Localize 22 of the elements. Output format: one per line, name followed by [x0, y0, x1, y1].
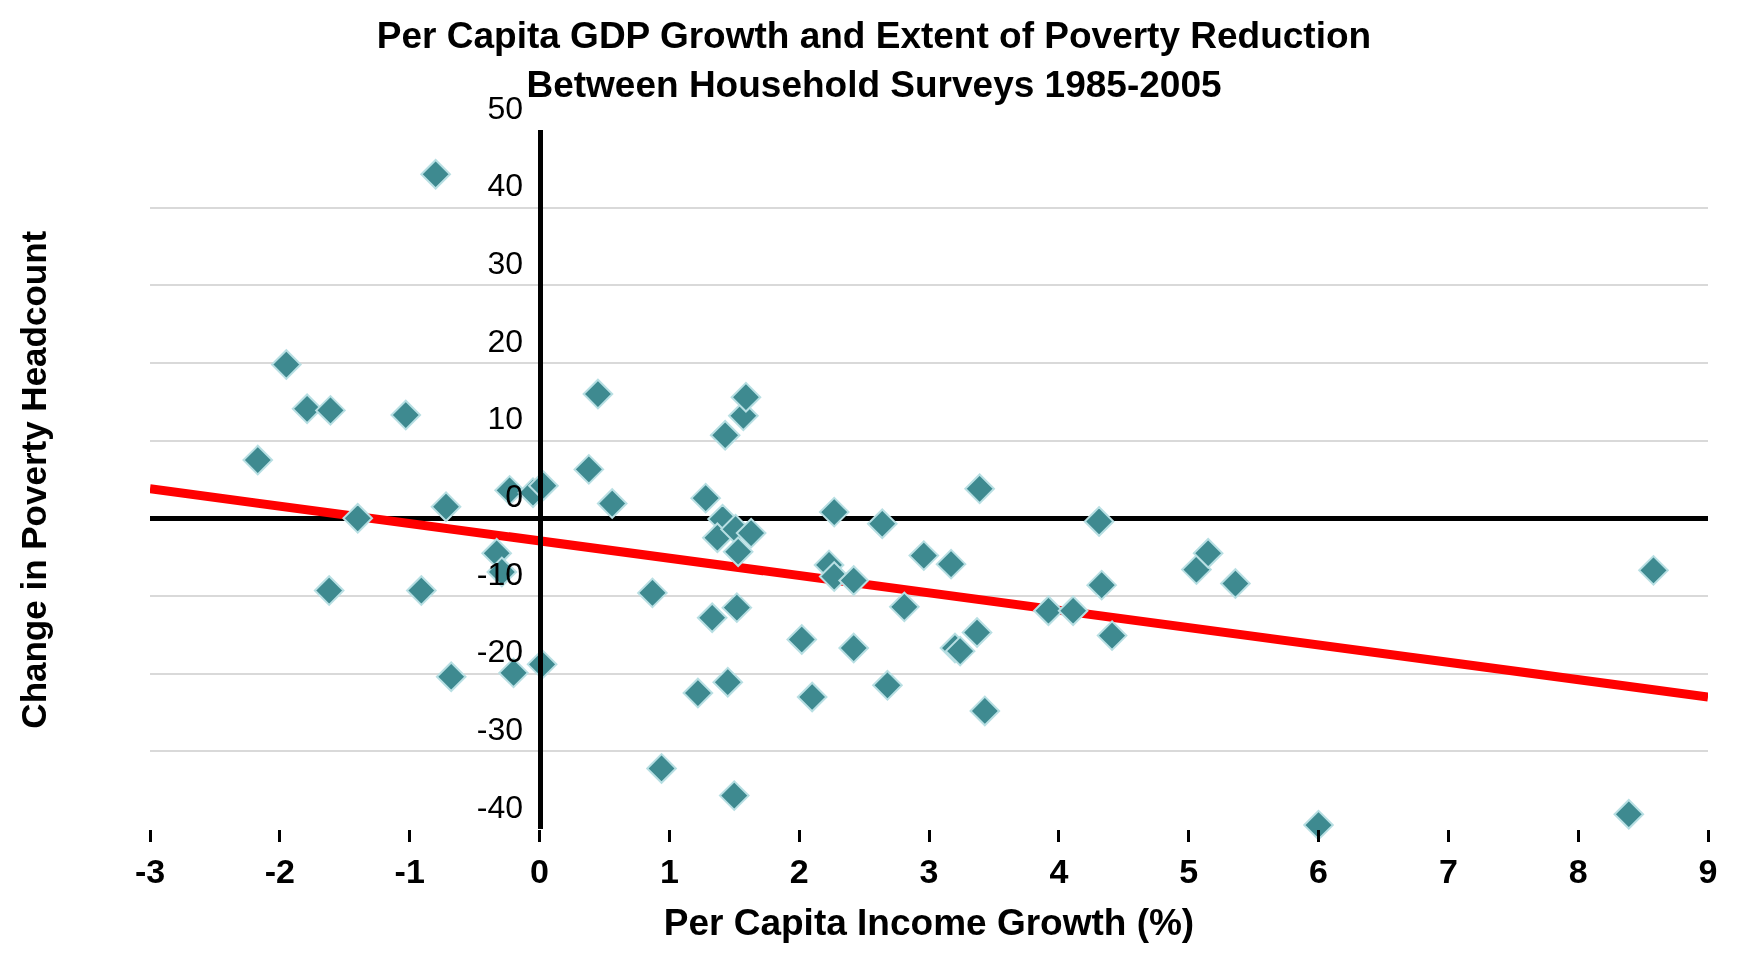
- y-tick-label: 40: [487, 167, 524, 204]
- x-axis-title: Per Capita Income Growth (%): [663, 902, 1195, 944]
- x-tick-label: 9: [1698, 851, 1718, 890]
- y-tick-label: 30: [487, 245, 524, 282]
- x-tick-label: 7: [1438, 851, 1458, 890]
- y-tick-label: 10: [487, 400, 524, 437]
- y-tick-label: -30: [476, 711, 524, 748]
- x-tick-label: 0: [530, 851, 549, 890]
- x-tick-label: 5: [1179, 851, 1199, 890]
- x-tick-label: 3: [919, 851, 939, 890]
- x-tick-label: 2: [789, 851, 809, 890]
- x-tick-label: -3: [134, 851, 166, 890]
- x-tick-label: 8: [1568, 851, 1588, 890]
- y-tick-label: 20: [487, 322, 524, 359]
- x-tick-label: 4: [1049, 851, 1069, 890]
- x-tick-label: -2: [264, 851, 295, 890]
- y-axis-title: Change in Poverty Headcount: [13, 230, 53, 729]
- y-tick-label: -20: [476, 633, 524, 670]
- x-tick-label: 6: [1309, 851, 1328, 890]
- y-tick-label: -40: [476, 788, 524, 825]
- x-tick-label: 1: [659, 851, 679, 890]
- x-tick-label: -1: [394, 851, 425, 890]
